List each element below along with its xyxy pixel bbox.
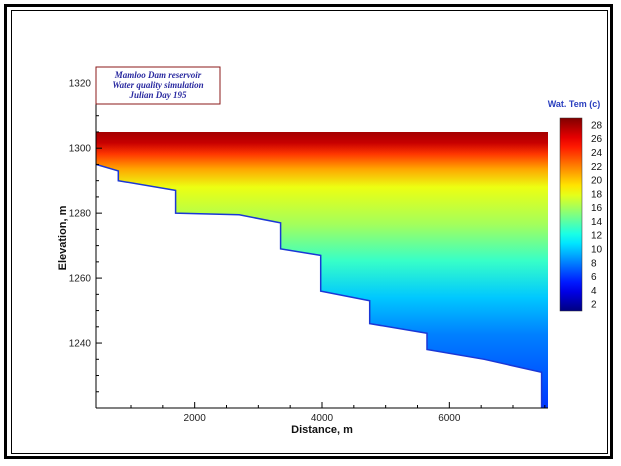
y-tick-label: 1280 [69,209,92,220]
y-tick-label: 1300 [69,144,92,155]
y-tick-label: 1320 [69,79,92,90]
outer-frame [4,4,613,459]
y-tick-label: 1260 [69,274,92,285]
y-tick-label: 1240 [69,339,92,350]
colorbar-tick-label: 12 [591,231,603,242]
colorbar-tick-label: 24 [591,148,603,159]
x-tick-label: 4000 [311,413,334,424]
colorbar-tick-label: 28 [591,120,603,131]
colorbar-tick-label: 22 [591,162,603,173]
colorbar-tick-label: 8 [591,258,597,269]
colorbar-tick-label: 18 [591,189,603,200]
colorbar-title: Wat. Tem (c) [548,99,601,109]
colorbar-tick-label: 14 [591,217,603,228]
colorbar-tick-label: 10 [591,244,603,255]
colorbar-tick-label: 20 [591,176,603,187]
bed-profile-line [95,163,543,408]
colorbar-tick-label: 6 [591,272,597,283]
x-tick-label: 6000 [438,413,461,424]
annotation-line-1: Mamloo Dam reservoir [114,70,202,80]
annotation-box: Mamloo Dam reservoir Water quality simul… [95,66,221,105]
annotation-line-2: Water quality simulation [112,80,203,90]
inner-frame [11,10,608,454]
annotation-line-3: Julian Day 195 [128,90,187,100]
colorbar-tick-label: 26 [591,134,603,145]
colorbar-tick-label: 16 [591,203,603,214]
colorbar [559,117,583,312]
x-axis-label: Distance, m [291,424,353,436]
x-tick-label: 2000 [184,413,207,424]
colorbar-tick-label: 4 [591,286,597,297]
axis-ticks: 2000 4000 6000 1240 1260 1280 1300 1320 [69,66,546,424]
colorbar-tick-label: 2 [591,300,597,311]
y-axis-label: Elevation, m [57,205,69,270]
